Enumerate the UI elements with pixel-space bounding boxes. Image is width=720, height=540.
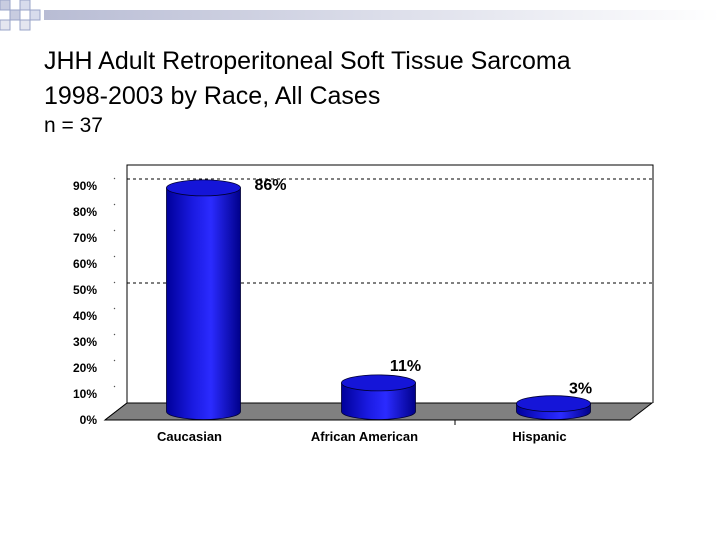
bar-top: [516, 395, 591, 413]
y-tick-label: 60%: [73, 257, 97, 271]
y-tick-label: 30%: [73, 335, 97, 349]
y-tick-mark: [113, 385, 116, 388]
x-tick-label: Caucasian: [157, 429, 222, 444]
bar-top: [166, 179, 241, 197]
gridlines: [127, 178, 653, 284]
y-tick-label: 40%: [73, 309, 97, 323]
title-line-1: JHH Adult Retroperitoneal Soft Tissue Sa…: [44, 47, 571, 75]
bar-body: [166, 187, 241, 420]
bars: [166, 179, 591, 420]
x-axis-labels: Caucasian African American Hispanic: [157, 429, 567, 444]
y-tick-mark: [113, 203, 116, 206]
y-tick-mark: [113, 177, 116, 180]
y-tick-mark: [113, 255, 116, 258]
sample-size: n = 37: [44, 114, 103, 137]
y-tick-label: 70%: [73, 231, 97, 245]
data-label: 11%: [390, 358, 421, 375]
bar-african-american: [341, 374, 416, 420]
bar-caucasian: [166, 179, 241, 420]
title-line-2: 1998-2003 by Race, All Cases: [44, 82, 381, 110]
y-tick-label: 50%: [73, 283, 97, 297]
y-tick-label: 10%: [73, 387, 97, 401]
data-label: 86%: [254, 177, 286, 194]
x-tick-label: African American: [311, 429, 418, 444]
slide-title: JHH Adult Retroperitoneal Soft Tissue Sa…: [44, 44, 684, 114]
y-tick-label: 0%: [80, 413, 98, 427]
x-tick-label: Hispanic: [512, 429, 566, 444]
y-tick-mark: [113, 281, 116, 284]
bar-body: [341, 382, 416, 420]
y-tick-label: 90%: [73, 179, 97, 193]
bar-top: [341, 374, 416, 392]
bar-hispanic: [516, 395, 591, 420]
y-tick-label: 20%: [73, 361, 97, 375]
y-tick-label: 80%: [73, 205, 97, 219]
y-tick-mark: [113, 333, 116, 336]
data-label: 3%: [569, 381, 592, 398]
y-tick-mark: [113, 307, 116, 310]
corner-decoration: [0, 0, 720, 31]
data-labels: 86% 11% 3%: [254, 177, 592, 398]
y-tick-mark: [113, 359, 116, 362]
y-tick-mark: [113, 229, 116, 232]
y-axis: 0% 10% 20% 30% 40% 50% 60% 70% 80% 90%: [73, 177, 116, 427]
